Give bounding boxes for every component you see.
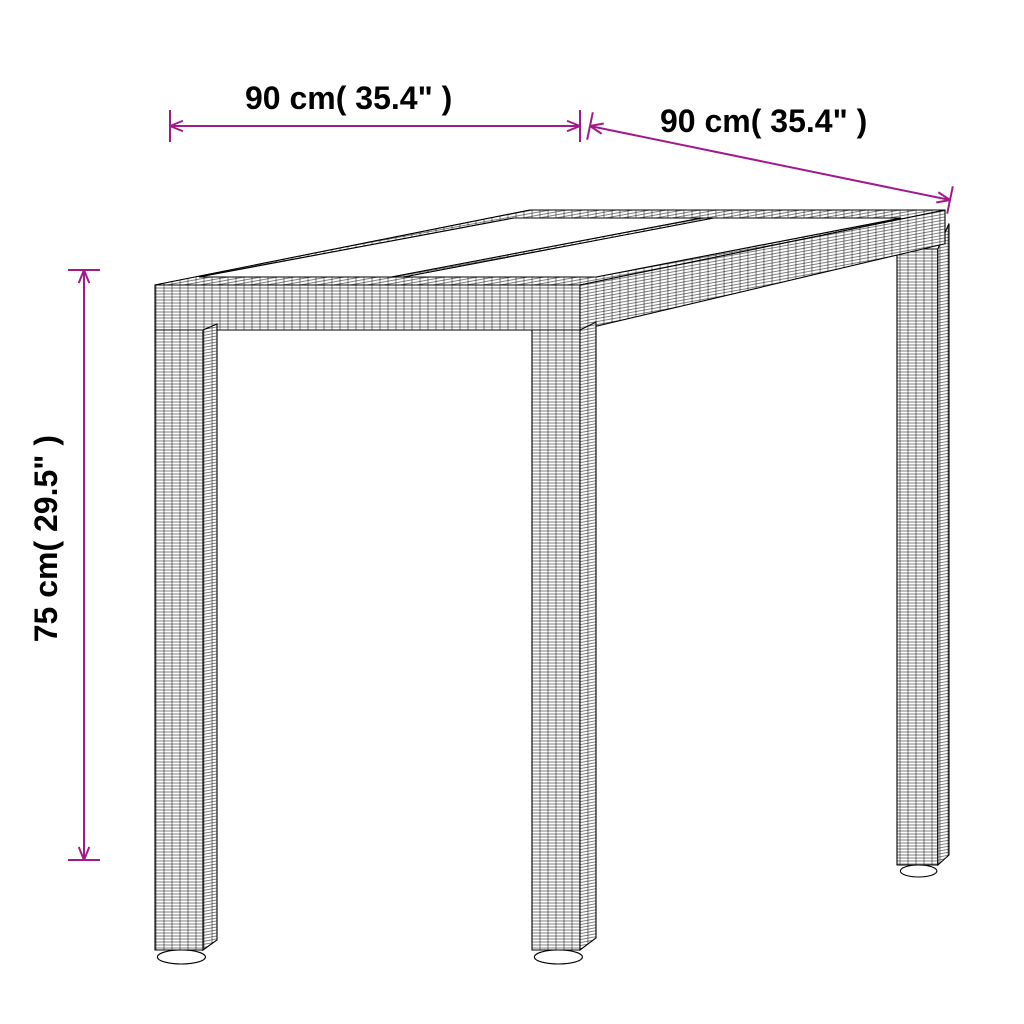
width-dimension-label: 90 cm( 35.4" ) — [245, 80, 452, 117]
dimension-diagram — [0, 0, 1024, 1024]
depth-dimension-label: 90 cm( 35.4" ) — [660, 103, 867, 140]
height-dimension-label: 75 cm( 29.5" ) — [28, 435, 65, 642]
